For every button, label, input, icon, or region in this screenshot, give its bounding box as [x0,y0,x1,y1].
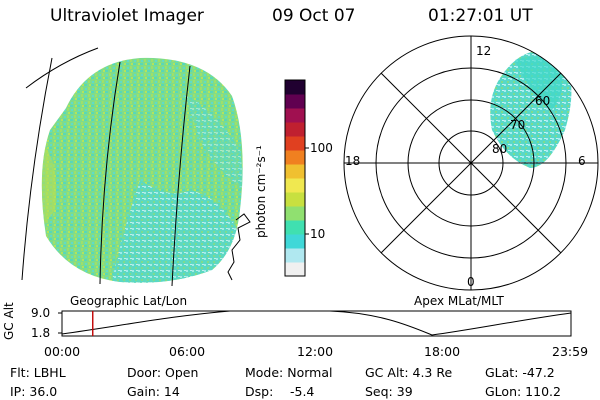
lat-70-label: 70 [510,118,526,132]
xtick-1800: 18:00 [424,344,461,359]
altitude-ytick-top: 9.0 [31,306,51,320]
colorbar-segment [285,80,305,95]
status-gc-alt: GC Alt: 4.3 Re [365,365,453,380]
status-seq: Seq: 39 [365,384,413,399]
colorbar-segment [285,108,305,123]
color-scale-bar [285,80,305,277]
colorbar-segment [285,248,305,263]
mlt-18-label: 18 [345,154,361,168]
colorbar-segment [285,136,305,151]
geographic-image [21,47,251,287]
altitude-plot-frame [61,310,572,337]
colorbar-unit-label: photon cm⁻²s⁻¹ [254,145,268,238]
altitude-ytick-bottom: 1.8 [31,326,51,340]
xtick-2359: 23:59 [552,344,589,359]
altitude-ylabel: GC Alt [2,302,16,340]
mlt-12-label: 12 [476,44,492,58]
status-dsp-value: -5.4 [290,384,315,399]
colorbar-segment [285,220,305,235]
colorbar-segment [285,192,305,207]
status-mode: Mode: Normal [245,365,333,380]
colorbar-segment [285,164,305,179]
apex-polar-plot [343,35,599,291]
colorbar-segment [285,234,305,249]
status-door: Door: Open [127,365,199,380]
status-dsp-label: Dsp: [245,384,274,399]
colorbar-segment [285,150,305,165]
status-ip: IP: 36.0 [10,384,58,399]
xtick-0600: 06:00 [169,344,206,359]
xtick-0000: 00:00 [44,344,81,359]
colorbar-label-100: 100 [310,141,333,155]
mlt-6-label: 6 [578,154,586,168]
colorbar-segment [285,122,305,137]
status-glon: GLon: 110.2 [485,384,561,399]
time-label: 01:27:01 UT [428,6,533,26]
colorbar-segment [285,94,305,109]
colorbar-label-10: 10 [310,227,326,241]
xtick-1200: 12:00 [297,344,334,359]
mlt-0-label: 0 [467,275,475,289]
color-scale-frame [284,79,306,277]
lat-80-label: 80 [492,142,508,156]
apex-caption: Apex MLat/MLT [414,294,504,308]
status-filter: Flt: LBHL [10,365,66,380]
date-label: 09 Oct 07 [272,6,356,26]
colorbar-segment [285,178,305,193]
status-glat: GLat: -47.2 [485,365,555,380]
altitude-curve [61,310,572,336]
lat-60-label: 60 [535,94,551,108]
geographic-caption: Geographic Lat/Lon [70,294,188,308]
colorbar-segment [285,262,305,277]
altitude-plot [58,310,572,337]
colorbar-segment [285,206,305,221]
status-gain: Gain: 14 [127,384,180,399]
instrument-title: Ultraviolet Imager [50,6,204,26]
